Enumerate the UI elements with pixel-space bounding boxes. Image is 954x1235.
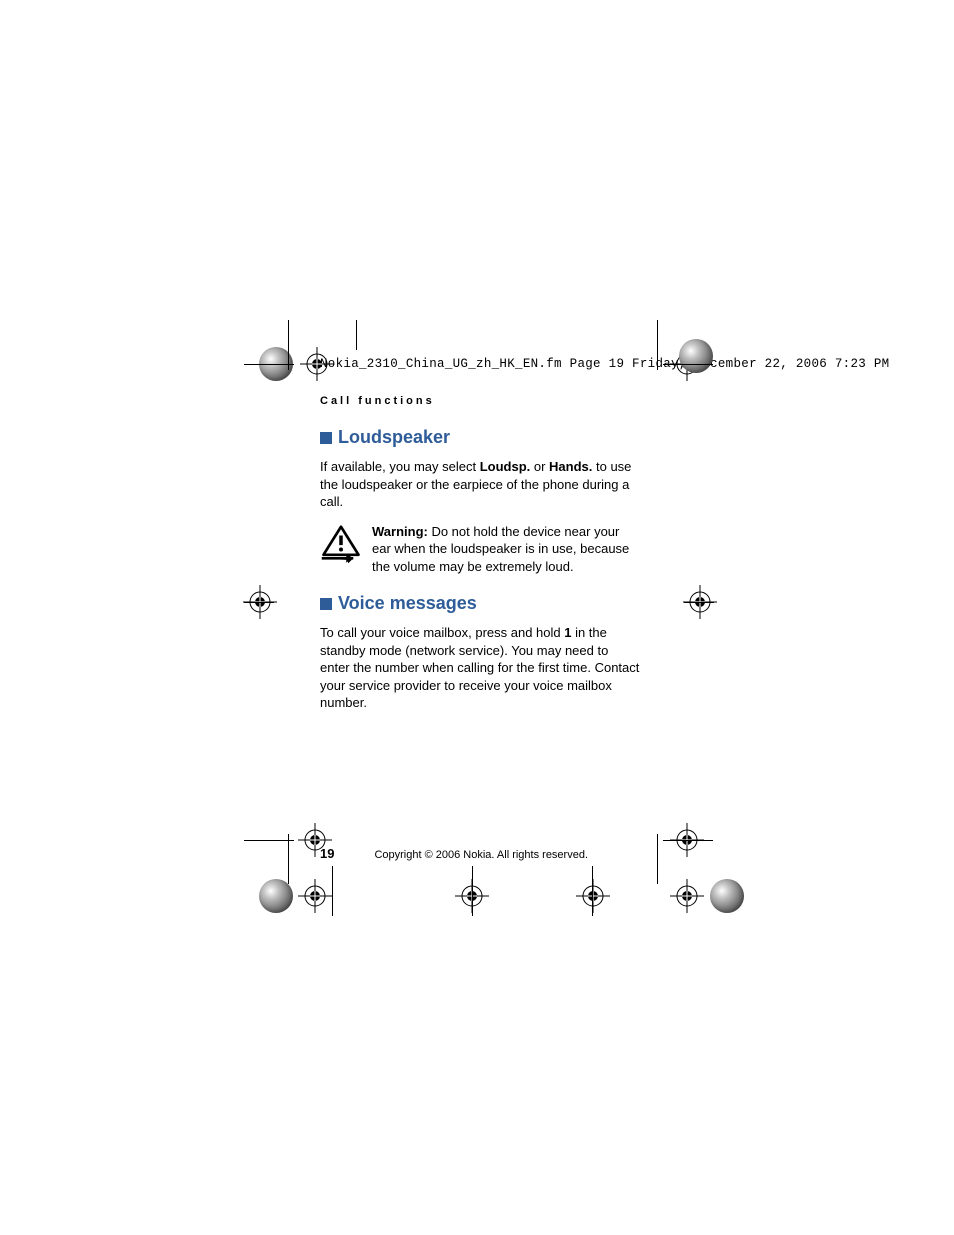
heading-text: Voice messages <box>338 593 477 614</box>
sphere-icon <box>679 339 713 373</box>
text: If available, you may select <box>320 459 480 474</box>
warning-label: Warning: <box>372 524 428 539</box>
heading-loudspeaker: Loudspeaker <box>320 427 640 448</box>
crop-mark <box>332 866 333 916</box>
warning-icon <box>320 525 362 569</box>
crop-mark <box>288 834 289 884</box>
sphere-icon <box>259 879 293 913</box>
page-footer: 19Copyright © 2006 Nokia. All rights res… <box>320 846 640 861</box>
bold-text: Loudsp. <box>480 459 531 474</box>
warning-block: Warning: Do not hold the device near you… <box>320 523 640 576</box>
bold-text: Hands. <box>549 459 592 474</box>
crop-mark <box>592 866 593 916</box>
loudspeaker-paragraph: If available, you may select Loudsp. or … <box>320 458 640 511</box>
crop-mark <box>244 840 294 841</box>
copyright-text: Copyright © 2006 Nokia. All rights reser… <box>374 849 588 861</box>
crop-mark <box>244 364 294 365</box>
crop-mark <box>288 320 289 370</box>
crop-mark <box>684 602 714 603</box>
registration-mark-icon <box>576 879 610 913</box>
text: To call your voice mailbox, press and ho… <box>320 625 564 640</box>
crop-mark <box>356 320 357 350</box>
registration-mark-icon <box>300 347 334 381</box>
file-header-line: Nokia_2310_China_UG_zh_HK_EN.fm Page 19 … <box>320 357 890 371</box>
heading-voice-messages: Voice messages <box>320 593 640 614</box>
text: or <box>530 459 549 474</box>
registration-mark-icon <box>298 879 332 913</box>
sphere-icon <box>710 879 744 913</box>
crop-mark <box>657 320 658 370</box>
crop-mark <box>663 840 713 841</box>
crop-mark <box>244 602 274 603</box>
square-bullet-icon <box>320 432 332 444</box>
square-bullet-icon <box>320 598 332 610</box>
voice-messages-paragraph: To call your voice mailbox, press and ho… <box>320 624 640 712</box>
warning-text: Warning: Do not hold the device near you… <box>372 523 640 576</box>
page-content: Call functions Loudspeaker If available,… <box>320 395 640 724</box>
registration-mark-icon <box>670 879 704 913</box>
crop-mark <box>472 866 473 916</box>
registration-mark-icon <box>298 823 332 857</box>
crop-mark <box>663 364 713 365</box>
heading-text: Loudspeaker <box>338 427 450 448</box>
crop-mark <box>657 834 658 884</box>
section-heading: Call functions <box>320 395 640 407</box>
